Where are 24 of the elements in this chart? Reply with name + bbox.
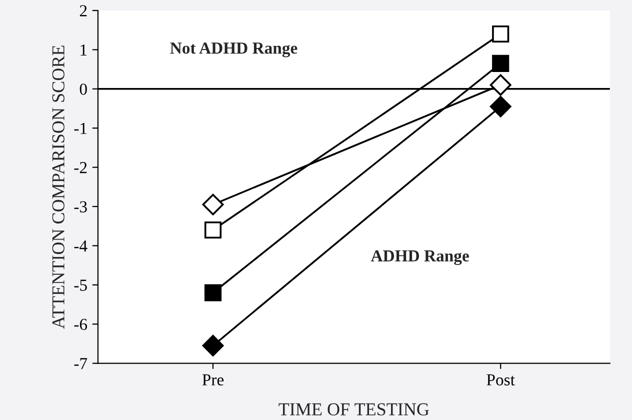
y-tick-label: -6	[74, 318, 88, 330]
point	[204, 221, 222, 239]
x-tick-label: Pre	[202, 374, 224, 386]
point	[492, 25, 510, 43]
y-tick-label: -4	[74, 240, 88, 252]
point	[490, 96, 512, 118]
point	[202, 194, 224, 216]
y-tick-label: 1	[80, 44, 87, 56]
point	[492, 54, 510, 72]
point	[490, 74, 512, 96]
point	[204, 284, 222, 302]
point	[202, 334, 224, 356]
y-tick-label: -1	[74, 122, 87, 134]
annotation: ADHD Range	[370, 250, 469, 266]
x-axis-title: TIME OF TESTING	[278, 403, 429, 416]
y-tick-label: -5	[74, 280, 87, 291]
y-tick-label: 0	[80, 84, 87, 95]
y-tick-label: -2	[74, 162, 87, 174]
y-axis-title: ATTENTION COMPARISON SCORE	[52, 46, 64, 329]
annotation: Not ADHD Range	[170, 42, 298, 58]
y-tick-label: -7	[74, 358, 88, 370]
x-tick-label: Post	[486, 374, 515, 386]
y-tick-label: 2	[80, 5, 87, 16]
y-tick-label: -3	[74, 201, 87, 212]
